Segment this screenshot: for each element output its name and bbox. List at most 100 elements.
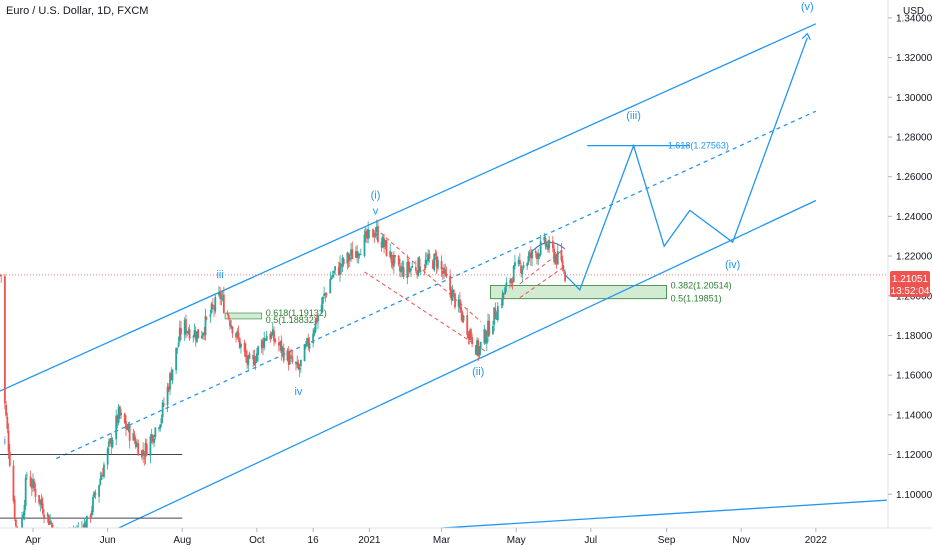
candle-body	[408, 268, 411, 273]
candle-body	[265, 335, 268, 341]
candle-body	[100, 475, 103, 480]
corrective-channel-line	[519, 247, 566, 285]
candle-body	[342, 258, 345, 264]
wave-label: (i)	[371, 189, 381, 201]
candle-body	[163, 403, 165, 405]
candle-body	[471, 336, 474, 345]
candle-body	[34, 488, 37, 497]
candle-body	[544, 238, 547, 246]
candle-body	[257, 346, 259, 355]
candle-body	[514, 262, 516, 267]
candle-body	[26, 475, 28, 477]
candle-body	[248, 353, 251, 359]
price-axis[interactable]: USD 1.34000 1.32000 1.30000 1.28000 1.26000 1…	[887, 0, 932, 528]
candle-body	[364, 231, 367, 236]
candle-body	[279, 342, 281, 345]
candle-body	[372, 229, 374, 238]
candle-body	[200, 335, 203, 339]
candle-body	[477, 340, 480, 356]
candle-body	[433, 253, 436, 271]
candle-body	[531, 250, 533, 259]
projection-layer	[564, 32, 811, 291]
time-tick-label: Sep	[658, 535, 676, 546]
fib-level-label: 0.5(1.18832)	[266, 315, 317, 325]
candle-body	[287, 351, 290, 365]
candle-body	[545, 244, 548, 248]
candle-body	[452, 289, 455, 293]
candle-body	[350, 249, 352, 256]
candle-body	[12, 465, 15, 502]
candle-body	[193, 330, 196, 337]
candle-body	[29, 476, 32, 487]
candle-body	[171, 369, 174, 381]
candle-body	[434, 253, 437, 256]
candle-body	[286, 350, 289, 361]
time-tick-label: Aug	[173, 535, 191, 546]
candle-body	[153, 438, 156, 444]
candle-body	[109, 438, 111, 442]
currency-label: USD	[903, 6, 924, 17]
price-tick-label: 1.14000	[896, 410, 932, 421]
candle-body	[436, 259, 439, 269]
candle-body	[399, 265, 401, 272]
candle-body	[134, 441, 137, 448]
candle-body	[308, 343, 311, 349]
candle-body	[390, 252, 393, 263]
candle-body	[145, 443, 148, 456]
projection-path	[564, 37, 808, 291]
candle-body	[169, 373, 171, 390]
candle-body	[494, 308, 497, 319]
candle-body	[39, 500, 42, 504]
candle-body	[218, 292, 220, 296]
candle-body	[262, 341, 264, 348]
candle-body	[194, 332, 197, 340]
candle-body	[40, 498, 43, 505]
candle-body	[561, 260, 564, 270]
candle-body	[38, 495, 41, 504]
candles-layer	[0, 219, 566, 550]
wave-label: (iv)	[725, 259, 740, 271]
candle-body	[527, 256, 530, 264]
candle-body	[357, 253, 360, 257]
candle-body	[274, 339, 277, 343]
candle-body	[280, 340, 283, 353]
candle-body	[346, 252, 349, 264]
candle-body	[510, 278, 513, 284]
candle-body	[548, 239, 551, 249]
candle-body	[543, 236, 546, 241]
candle-body	[30, 485, 33, 489]
candle-body	[205, 317, 208, 319]
time-tick-label: May	[507, 535, 526, 546]
chart-title: Euro / U.S. Dollar, 1D, FXCM	[6, 5, 148, 17]
candle-body	[269, 333, 272, 340]
candle-body	[132, 433, 135, 441]
candle-body	[537, 253, 540, 259]
candle-body	[254, 362, 257, 364]
wave-label: iv	[294, 386, 302, 398]
candle-body	[126, 427, 129, 430]
candle-body	[553, 248, 555, 262]
candle-body	[363, 234, 366, 256]
candle-body	[504, 287, 507, 295]
candle-body	[123, 413, 126, 423]
candle-body	[351, 249, 354, 260]
candle-body	[33, 481, 36, 489]
candle-body	[204, 315, 207, 336]
candle-body	[125, 421, 127, 429]
candle-body	[176, 347, 179, 349]
candle-body	[313, 330, 316, 335]
time-tick-label: 2021	[358, 535, 381, 546]
candle-body	[221, 295, 224, 297]
candle-body	[467, 333, 470, 339]
candle-body	[213, 307, 215, 310]
candle-body	[295, 361, 297, 365]
candle-body	[5, 405, 8, 416]
time-axis[interactable]: Apr Jun Aug Oct 16 2021 Mar May Jul Sep Nov 2022	[0, 527, 932, 550]
candle-body	[312, 333, 315, 344]
candle-body	[493, 307, 496, 325]
candle-body	[282, 348, 285, 361]
candle-body	[229, 320, 231, 326]
